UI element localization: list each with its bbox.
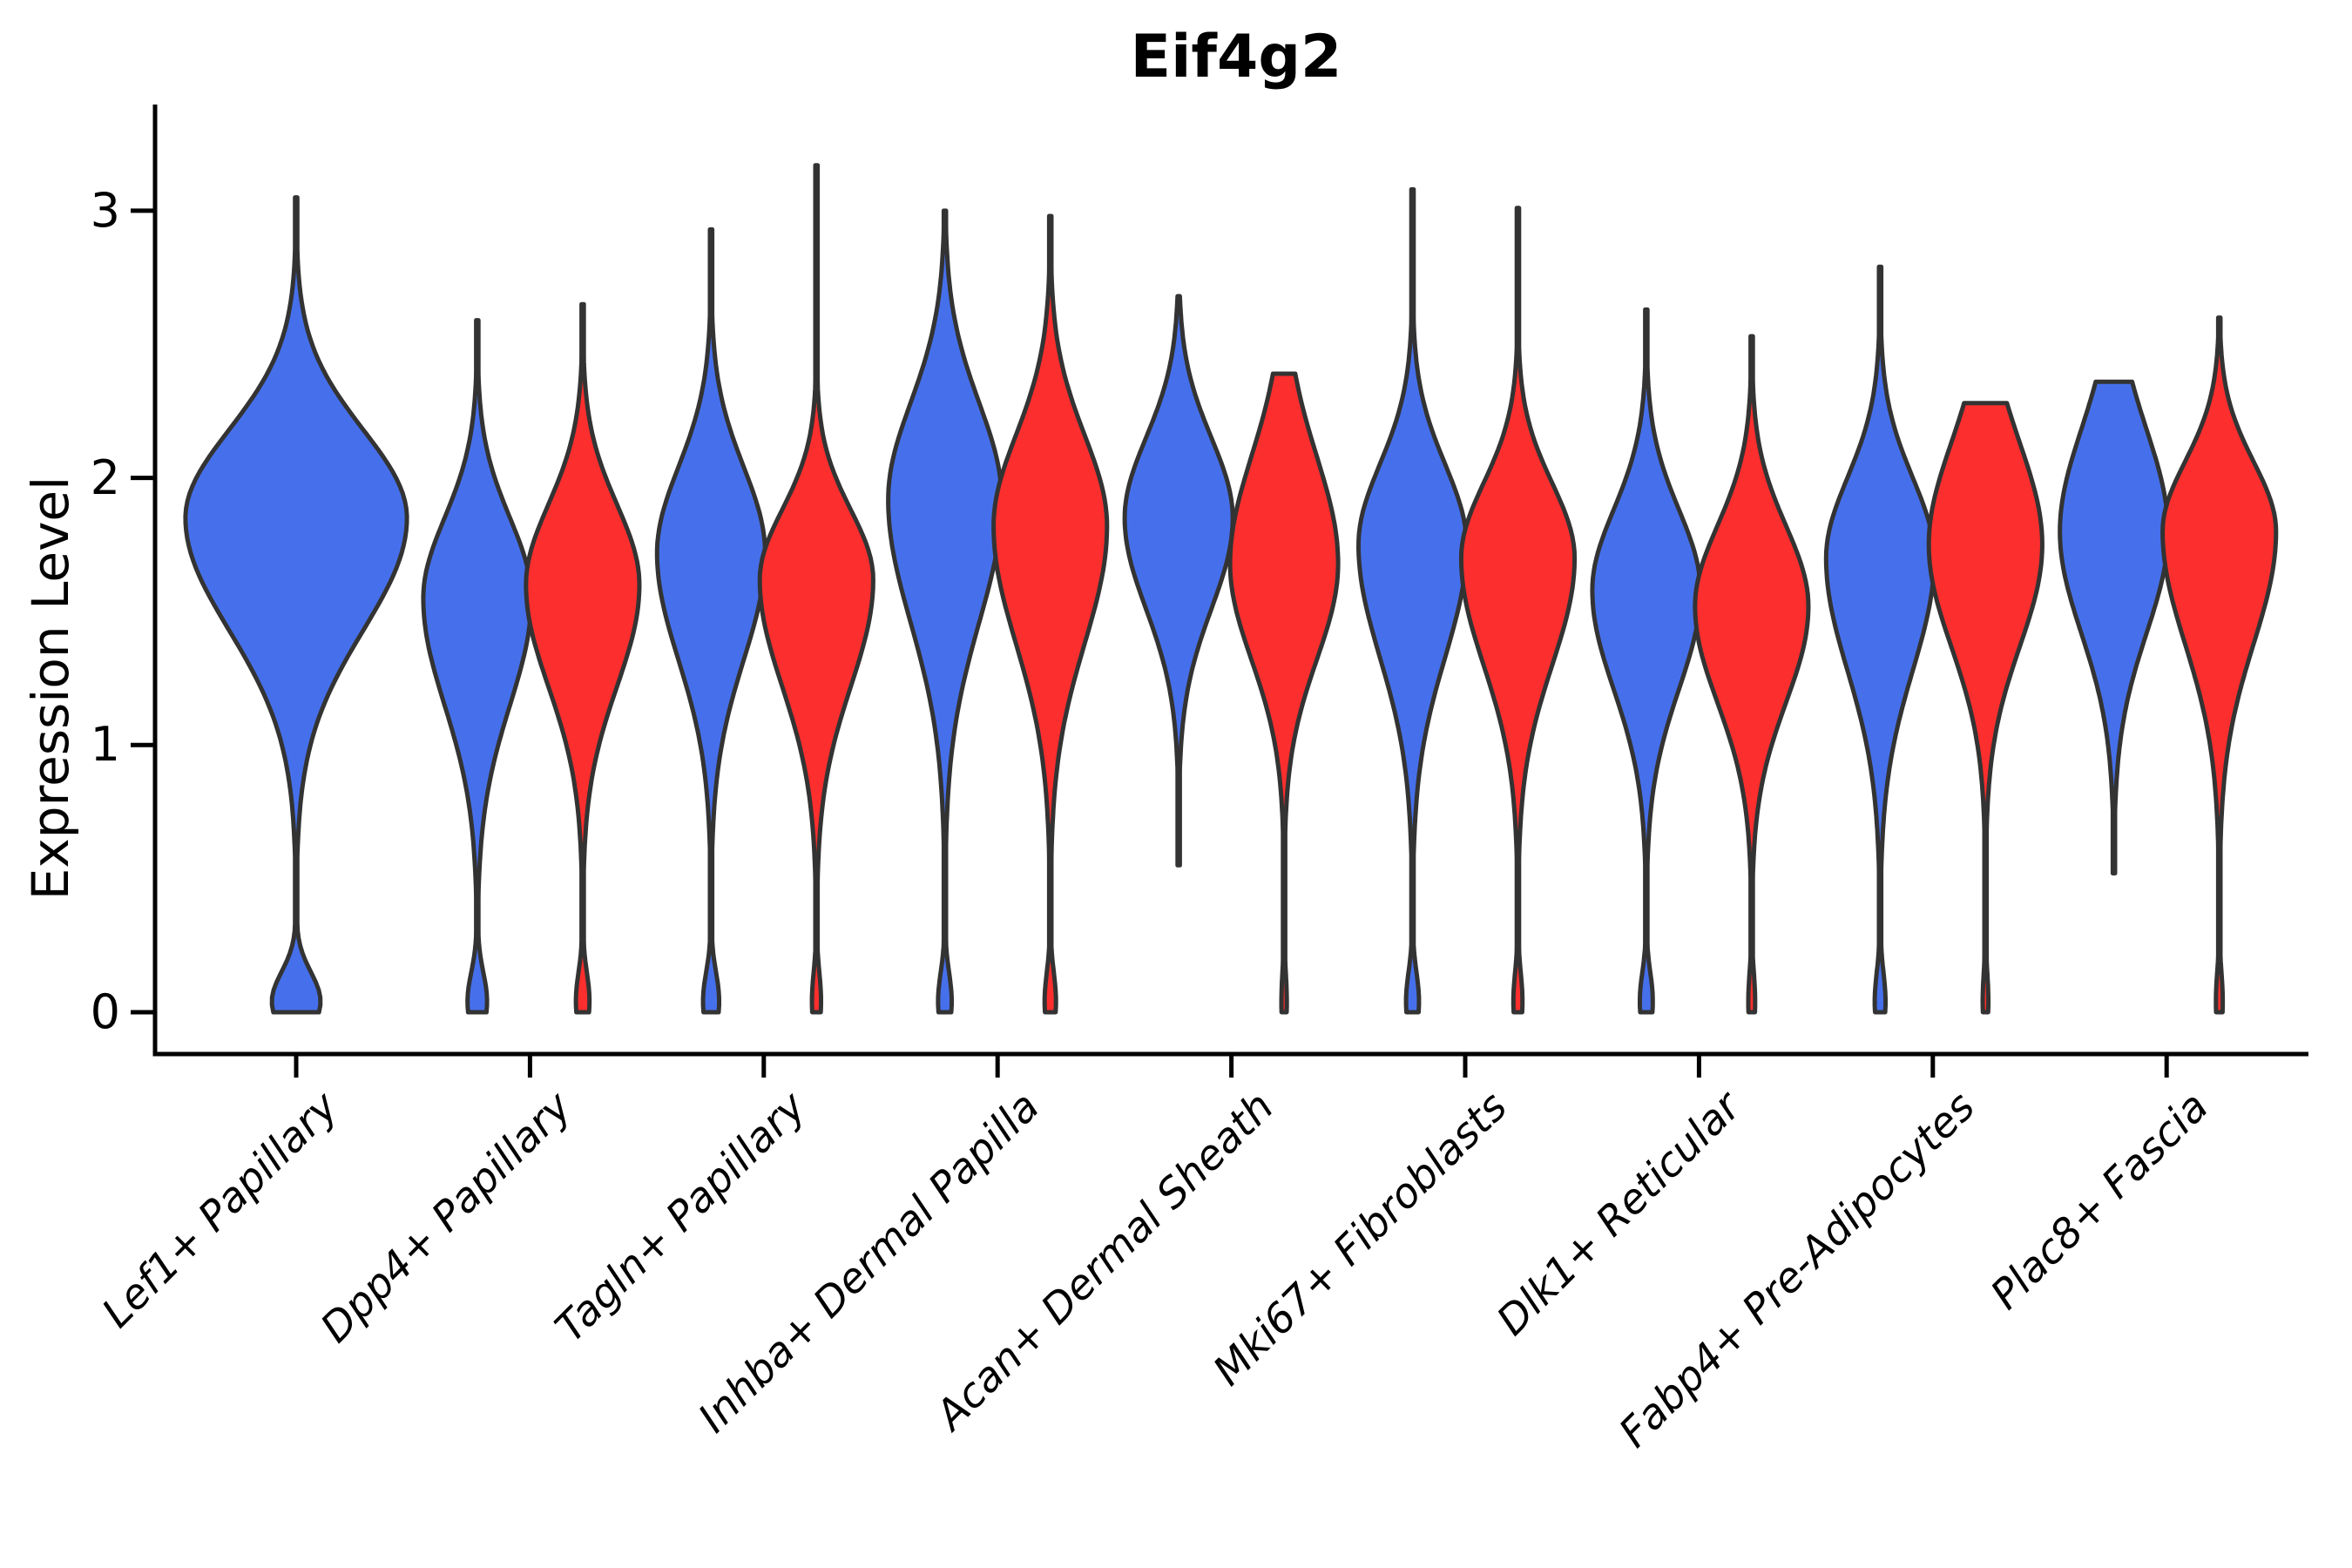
chart-title: Eif4g2 <box>1130 23 1342 91</box>
y-tick-label-0: 0 <box>90 984 120 1039</box>
violin-plac8-red <box>2160 315 2279 1015</box>
y-tick-label-2: 2 <box>90 450 120 505</box>
violin-plac8-blue <box>2058 379 2171 875</box>
violin-acan-red <box>1227 371 1341 1015</box>
violin-fabp4-red <box>1926 401 2044 1015</box>
violin-inhba-blue <box>886 208 1004 1015</box>
y-tick-label-3: 3 <box>90 183 120 238</box>
violin-inhba-red <box>991 213 1110 1015</box>
violin-lef1-blue <box>183 195 409 1015</box>
violin-tagln-red <box>757 163 875 1015</box>
violin-fabp4-blue <box>1823 264 1936 1015</box>
violin-mki67-blue <box>1356 186 1469 1015</box>
violin-dpp4-red <box>524 301 642 1015</box>
violin-acan-blue <box>1122 294 1235 868</box>
violin-dlk1-blue <box>1590 307 1703 1015</box>
y-axis-label: Expression Level <box>21 476 80 901</box>
y-tick-label-1: 1 <box>90 717 120 772</box>
violin-dpp4-blue <box>421 318 534 1015</box>
violin-dlk1-red <box>1693 334 1811 1015</box>
violin-mki67-red <box>1458 206 1578 1015</box>
violin-tagln-blue <box>654 226 767 1015</box>
